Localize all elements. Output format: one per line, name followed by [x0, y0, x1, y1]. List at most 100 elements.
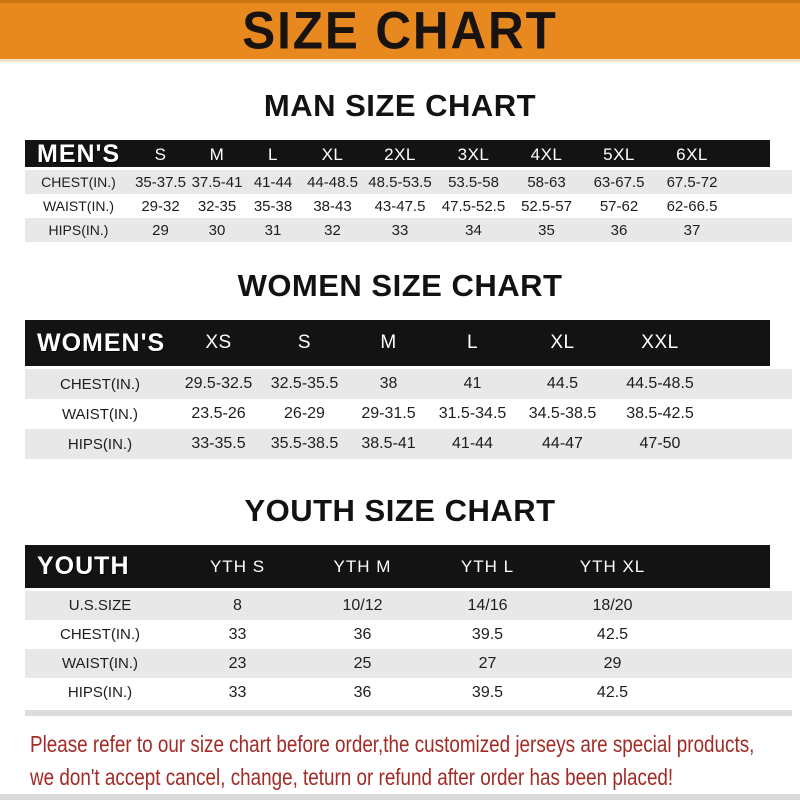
youth-header-row: YOUTH YTH S YTH M YTH L YTH XL: [25, 545, 770, 588]
size-value: 31.5-34.5: [438, 405, 507, 422]
size-value: 44-47: [542, 435, 583, 452]
size-value: 27: [478, 654, 497, 672]
youth-chest-row: CHEST(IN.) 33 36 39.5 42.5: [25, 620, 792, 649]
size-value: 58-63: [527, 173, 566, 191]
size-value: 29: [152, 221, 169, 239]
row-label: U.S.SIZE: [68, 597, 132, 614]
size-value: 47.5-52.5: [441, 197, 506, 215]
size-value: 47-50: [639, 435, 681, 452]
size-column-header: 3XL: [457, 144, 490, 164]
size-column-header: YTH S: [209, 556, 266, 576]
size-column-header: YTH M: [333, 556, 392, 576]
size-value: 52.5-57: [521, 197, 572, 215]
youth-hips-row: HIPS(IN.) 33 36 39.5 42.5: [25, 678, 792, 707]
size-value: 26-29: [284, 405, 325, 422]
size-value: 38.5-41: [361, 435, 416, 452]
size-value: 44.5: [546, 375, 579, 392]
row-label: HIPS(IN.): [48, 222, 109, 238]
size-column-header: XS: [205, 332, 232, 353]
size-column-header: YTH L: [460, 556, 515, 576]
women-hips-row: HIPS(IN.) 33-35.5 35.5-38.5 38.5-41 41-4…: [25, 429, 792, 459]
size-column-header: 2XL: [384, 144, 416, 164]
disclaimer-note: Please refer to our size chart before or…: [30, 728, 800, 794]
row-label: CHEST(IN.): [41, 174, 116, 190]
size-column-header: M: [209, 144, 225, 164]
size-value: 34.5-38.5: [528, 405, 597, 422]
size-value: 8: [233, 596, 242, 614]
size-value: 36: [353, 625, 372, 643]
size-column-header: 6XL: [676, 144, 708, 164]
size-value: 10/12: [342, 596, 383, 614]
size-value: 44-48.5: [307, 173, 358, 191]
banner: SIZE CHART: [0, 0, 800, 62]
size-value: 39.5: [471, 625, 504, 643]
size-value: 34: [465, 221, 482, 239]
size-column-header: S: [297, 332, 312, 353]
size-value: 41: [463, 375, 482, 392]
section-title-man: MAN SIZE CHART: [263, 88, 537, 123]
size-column-header: XL: [550, 332, 575, 353]
size-value: 18/20: [592, 596, 633, 614]
size-value: 35: [538, 221, 555, 239]
size-value: 32.5-35.5: [270, 375, 339, 392]
size-value: 43-47.5: [374, 197, 426, 215]
row-label: WAIST(IN.): [61, 655, 139, 672]
men-hips-row: HIPS(IN.) 29 30 31 32 33 34 35 36 37: [25, 218, 792, 242]
size-value: 32: [324, 221, 341, 239]
size-value: 67.5-72: [666, 173, 718, 191]
size-value: 33: [228, 625, 247, 643]
size-value: 38.5-42.5: [626, 405, 694, 422]
size-value: 32-35: [197, 197, 237, 215]
size-column-header: S: [154, 144, 167, 164]
men-header-row: MEN'S S M L XL 2XL 3XL 4XL 5XL 6XL: [25, 140, 770, 168]
bottom-edge-divider: [0, 794, 800, 800]
size-value: 39.5: [471, 683, 504, 701]
size-value: 62-66.5: [666, 197, 718, 215]
size-value: 38-43: [313, 197, 352, 215]
size-value: 35.5-38.5: [270, 435, 339, 452]
size-value: 29.5-32.5: [184, 375, 253, 392]
row-label: WAIST(IN.): [61, 405, 139, 423]
youth-ussize-row: U.S.SIZE 8 10/12 14/16 18/20: [25, 591, 792, 620]
size-column-header: L: [268, 144, 278, 164]
size-value: 41-44: [253, 173, 293, 191]
banner-title: SIZE CHART: [242, 1, 558, 61]
size-column-header: XL: [321, 144, 344, 164]
size-value: 35-37.5: [135, 173, 186, 191]
row-label: CHEST(IN.): [60, 375, 140, 393]
size-value: 41-44: [452, 435, 493, 452]
size-value: 33-35.5: [191, 435, 246, 452]
size-column-header: M: [380, 332, 397, 353]
size-column-header: YTH XL: [579, 556, 646, 576]
size-value: 37: [683, 221, 701, 239]
size-value: 23: [228, 654, 247, 672]
women-header-row: WOMEN'S XS S M L XL XXL: [25, 320, 770, 366]
size-value: 36: [353, 683, 372, 701]
youth-waist-row: WAIST(IN.) 23 25 27 29: [25, 649, 792, 678]
row-label: WAIST(IN.): [42, 198, 115, 214]
size-value: 14/16: [467, 596, 508, 614]
size-value: 31: [264, 221, 282, 239]
size-value: 29: [603, 654, 622, 672]
row-label: HIPS(IN.): [67, 435, 133, 453]
disclaimer-line-1: Please refer to our size chart before or…: [30, 731, 755, 757]
youth-header-label: YOUTH: [37, 552, 130, 580]
size-value: 57-62: [599, 197, 639, 215]
size-value: 44.5-48.5: [626, 375, 694, 392]
youth-size-table: YOUTH YTH S YTH M YTH L YTH XL U.S.SIZE …: [25, 545, 792, 707]
size-value: 48.5-53.5: [368, 173, 432, 191]
size-value: 42.5: [596, 625, 629, 643]
size-value: 63-67.5: [593, 173, 645, 191]
size-value: 33: [391, 221, 409, 239]
disclaimer-line-2: we don't accept cancel, change, teturn o…: [30, 764, 674, 790]
youth-table-bottom-divider: [25, 710, 792, 716]
men-size-table: MEN'S S M L XL 2XL 3XL 4XL 5XL 6XL CHEST…: [25, 140, 792, 242]
men-header-label: MEN'S: [37, 140, 121, 168]
size-value: 29-31.5: [361, 405, 416, 422]
size-column-header: L: [466, 332, 479, 353]
size-value: 42.5: [596, 683, 629, 701]
men-waist-row: WAIST(IN.) 29-32 32-35 35-38 38-43 43-47…: [25, 194, 792, 218]
size-value: 38: [379, 375, 398, 392]
women-waist-row: WAIST(IN.) 23.5-26 26-29 29-31.5 31.5-34…: [25, 399, 792, 429]
